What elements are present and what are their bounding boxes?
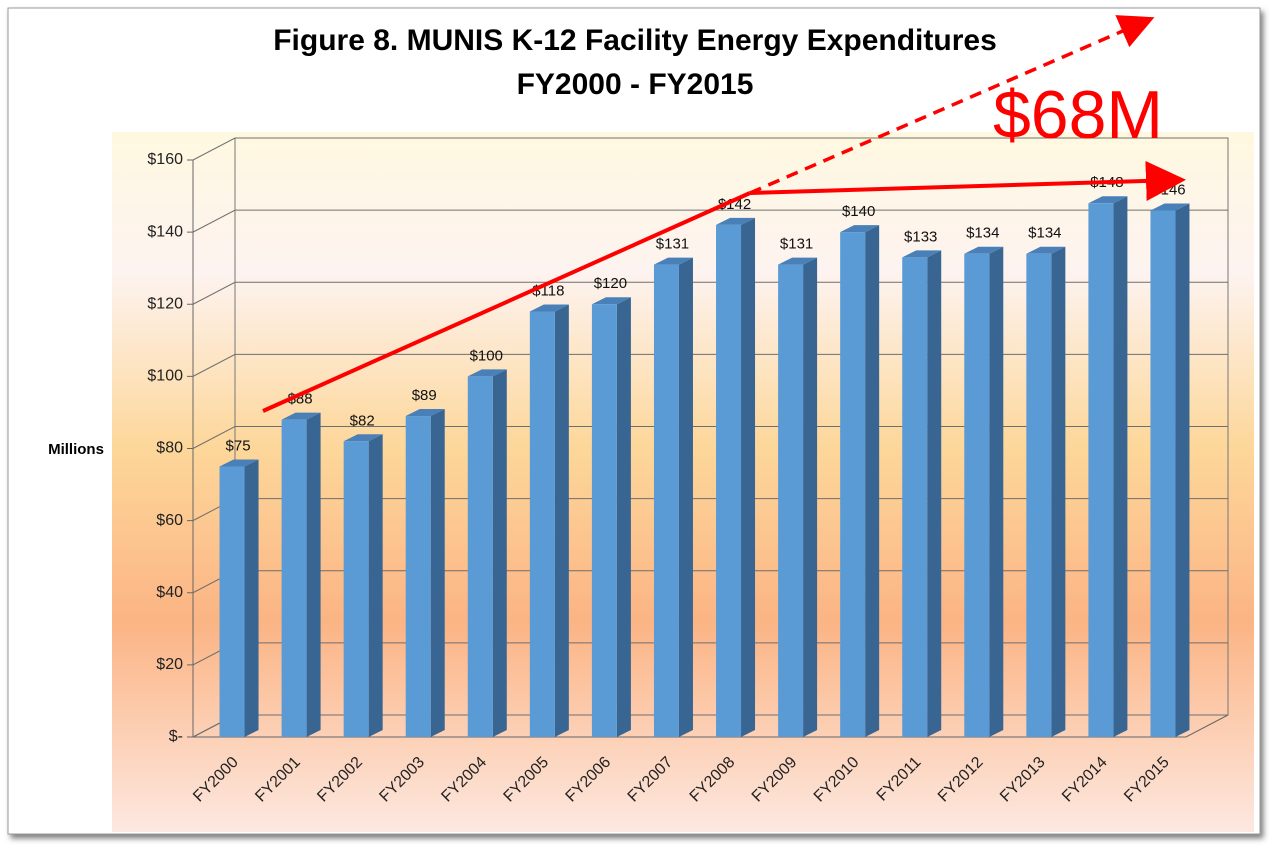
bar-top bbox=[1088, 196, 1128, 204]
bar-top bbox=[281, 412, 321, 420]
bar bbox=[964, 253, 990, 737]
data-label: $131 bbox=[656, 236, 689, 253]
bar-top bbox=[653, 257, 693, 265]
y-tick-label: $- bbox=[169, 728, 183, 745]
data-label: $131 bbox=[780, 236, 813, 253]
data-label: $88 bbox=[288, 391, 313, 408]
bar bbox=[1150, 210, 1176, 738]
chart-title: Figure 8. MUNIS K-12 Facility Energy Exp… bbox=[273, 24, 997, 57]
y-tick-label: $40 bbox=[156, 584, 183, 601]
bar-side bbox=[244, 459, 259, 737]
bar-top bbox=[219, 459, 259, 467]
data-label: $142 bbox=[718, 196, 751, 213]
bar-side bbox=[865, 225, 880, 737]
annotation: $68M bbox=[993, 77, 1163, 153]
bar bbox=[529, 311, 555, 737]
data-label: $134 bbox=[1028, 225, 1061, 242]
bar-top bbox=[405, 409, 445, 417]
bar bbox=[1026, 253, 1052, 737]
bar-side bbox=[306, 412, 321, 737]
bar-side bbox=[741, 217, 756, 738]
bar-side bbox=[616, 297, 631, 737]
grid-line bbox=[192, 426, 1228, 449]
bar bbox=[778, 264, 804, 737]
bar-side bbox=[430, 409, 445, 737]
bar-top bbox=[529, 304, 569, 312]
y-tick-label: $160 bbox=[147, 151, 183, 168]
bar-top bbox=[467, 369, 507, 377]
data-label: $89 bbox=[412, 387, 437, 404]
bar bbox=[467, 376, 493, 737]
bar-side bbox=[678, 257, 693, 737]
trend-arrows bbox=[262, 15, 1186, 413]
bar bbox=[1088, 203, 1114, 737]
bar-side bbox=[1113, 196, 1128, 737]
grid-line bbox=[192, 137, 1228, 161]
y-tick-label: $140 bbox=[147, 223, 183, 240]
bar-top bbox=[902, 250, 942, 258]
bar bbox=[653, 264, 679, 737]
y-tick-label: $20 bbox=[156, 656, 183, 673]
bar bbox=[343, 441, 369, 737]
bar bbox=[281, 419, 307, 737]
data-label: $75 bbox=[226, 438, 251, 455]
bar-side bbox=[368, 434, 383, 737]
bar-top bbox=[591, 297, 631, 305]
chart-subtitle: FY2000 - FY2015 bbox=[517, 68, 754, 101]
data-label: $100 bbox=[470, 347, 503, 364]
trend-line bbox=[262, 191, 751, 413]
bar-side bbox=[1051, 246, 1066, 737]
bar-top bbox=[1026, 246, 1066, 254]
bar-side bbox=[1175, 203, 1190, 738]
y-axis-label: Millions bbox=[48, 441, 104, 458]
data-label: $134 bbox=[966, 225, 999, 242]
bar-top bbox=[1150, 203, 1190, 211]
grid-line bbox=[192, 353, 1228, 377]
bar-side bbox=[492, 369, 507, 737]
data-label: $146 bbox=[1152, 181, 1185, 198]
data-label: $82 bbox=[350, 412, 375, 429]
y-tick-label: $120 bbox=[147, 295, 183, 312]
bar bbox=[405, 416, 431, 737]
bar-top bbox=[343, 434, 383, 442]
bar-top bbox=[840, 225, 880, 233]
bar bbox=[716, 224, 742, 738]
y-tick-label: $100 bbox=[147, 368, 183, 385]
bar-side bbox=[803, 257, 818, 737]
grid-line bbox=[192, 209, 1228, 233]
data-label: $140 bbox=[842, 203, 875, 220]
bar bbox=[591, 304, 617, 737]
bar bbox=[902, 257, 928, 737]
grid-line bbox=[192, 281, 1228, 305]
bar-top bbox=[964, 246, 1004, 254]
data-label: $120 bbox=[594, 275, 627, 292]
data-label: $133 bbox=[904, 228, 937, 245]
y-tick-label: $80 bbox=[156, 440, 183, 457]
bar-side bbox=[989, 246, 1004, 737]
bar bbox=[219, 466, 245, 737]
bar-side bbox=[554, 304, 569, 737]
bar bbox=[840, 232, 866, 737]
bar-top bbox=[716, 217, 756, 225]
trend-line bbox=[749, 160, 1186, 201]
projection-line bbox=[749, 15, 1155, 195]
bar-side bbox=[927, 250, 942, 737]
bar-top bbox=[778, 257, 818, 265]
y-tick-label: $60 bbox=[156, 512, 183, 529]
